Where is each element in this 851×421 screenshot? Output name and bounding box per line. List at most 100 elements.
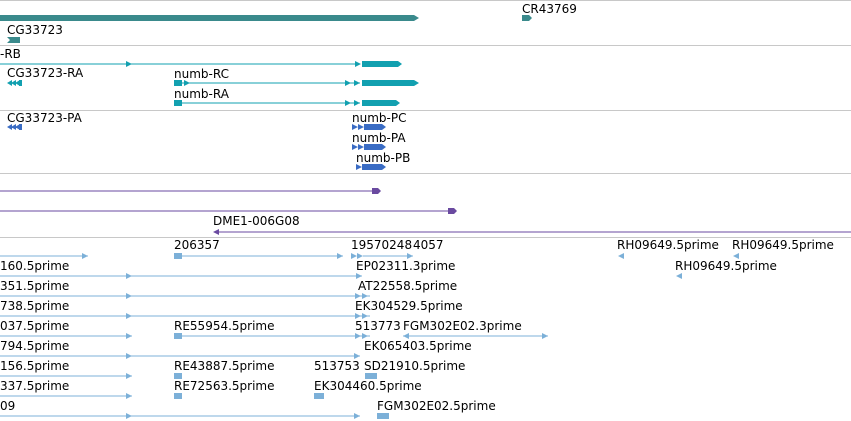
est-label[interactable]: 19570248: [351, 238, 412, 252]
est-label[interactable]: FGM302E02.5prime: [377, 399, 496, 413]
est-label[interactable]: RE43887.5prime: [174, 359, 275, 373]
est-feature[interactable]: [174, 373, 182, 379]
est-arrow: [407, 253, 413, 259]
est-arrow: [82, 253, 88, 259]
protein-label-numb-pc[interactable]: numb-PC: [352, 111, 406, 125]
est-feature[interactable]: [174, 253, 182, 259]
intron-arrow: [345, 100, 351, 106]
transcript-exon-cg33723-ra[interactable]: [7, 80, 22, 86]
est-feature[interactable]: [676, 273, 682, 279]
transcript-track: -RB CG33723-RA numb-RC numb-RA: [0, 47, 419, 106]
est-label[interactable]: 351.5prime: [0, 279, 69, 293]
est-label[interactable]: EK304460.5prime: [314, 379, 422, 393]
gene-track: CR43769 CG33723: [0, 2, 577, 43]
protein-label-numb-pb[interactable]: numb-PB: [356, 151, 410, 165]
protein-feature[interactable]: [352, 124, 364, 130]
gene-feature[interactable]: [0, 15, 419, 21]
clone-feature-start[interactable]: [213, 229, 219, 235]
est-label[interactable]: RH09649.5prime: [675, 259, 777, 273]
est-arrow: [355, 333, 368, 339]
transcript-exon[interactable]: [174, 80, 182, 86]
est-arrow: [355, 293, 368, 299]
est-feature[interactable]: [377, 413, 389, 419]
protein-label-cg33723-pa[interactable]: CG33723-PA: [7, 111, 83, 125]
est-feature[interactable]: [618, 253, 624, 259]
est-arrow: [337, 253, 343, 259]
est-arrow: [355, 313, 368, 319]
est-label[interactable]: RE72563.5prime: [174, 379, 275, 393]
transcript-exon[interactable]: [362, 80, 419, 86]
est-arrow: [126, 373, 132, 379]
est-label[interactable]: EK065403.5prime: [364, 339, 472, 353]
est-feature[interactable]: [733, 253, 739, 259]
est-feature[interactable]: [365, 373, 377, 379]
clone-label-dme1-006g08[interactable]: DME1-006G08: [213, 214, 300, 228]
intron-arrow: [126, 61, 132, 67]
est-label[interactable]: 4057: [413, 238, 444, 252]
est-label[interactable]: 206357: [174, 238, 220, 252]
intron-arrow: [345, 80, 351, 86]
protein-feature[interactable]: [362, 164, 386, 170]
est-track: 206357 19570248 4057 RH09649.5prime RH09…: [0, 238, 834, 419]
protein-label-numb-pa[interactable]: numb-PA: [352, 131, 406, 145]
est-label[interactable]: 337.5prime: [0, 379, 69, 393]
est-label[interactable]: 794.5prime: [0, 339, 69, 353]
est-label[interactable]: RE55954.5prime: [174, 319, 275, 333]
est-label[interactable]: 513773: [355, 319, 401, 333]
transcript-label-numb-ra[interactable]: numb-RA: [174, 87, 230, 101]
gene-feature-cg33723[interactable]: [7, 37, 20, 43]
est-label[interactable]: EP02311.3prime: [356, 259, 455, 273]
transcript-exon[interactable]: [174, 100, 182, 106]
est-label[interactable]: 738.5prime: [0, 299, 69, 313]
est-arrow: [354, 413, 360, 419]
protein-track: CG33723-PA numb-PC numb-PA numb-PB: [7, 111, 410, 170]
transcript-label-rb[interactable]: -RB: [0, 47, 21, 61]
est-arrow: [126, 353, 132, 359]
est-label[interactable]: FGM302E02.3prime: [403, 319, 522, 333]
est-arrow: [126, 333, 132, 339]
gene-label-cr43769[interactable]: CR43769: [522, 2, 577, 16]
transcript-exon[interactable]: [362, 100, 400, 106]
est-feature[interactable]: [351, 253, 363, 259]
protein-feature[interactable]: [356, 164, 362, 170]
gene-feature-cr43769[interactable]: [522, 15, 532, 21]
est-arrow: [126, 393, 132, 399]
gene-label-cg33723[interactable]: CG33723: [7, 23, 63, 37]
est-arrow: [403, 333, 409, 339]
transcript-label-numb-rc[interactable]: numb-RC: [174, 67, 229, 81]
est-label[interactable]: RH09649.5prime: [617, 238, 719, 252]
est-label[interactable]: 09: [0, 399, 15, 413]
est-arrow: [542, 333, 548, 339]
intron-arrow: [355, 61, 361, 67]
est-label[interactable]: EK304529.5prime: [355, 299, 463, 313]
est-label[interactable]: 037.5prime: [0, 319, 69, 333]
est-label[interactable]: 513753: [314, 359, 360, 373]
est-arrow: [126, 273, 132, 279]
est-label[interactable]: SD21910.5prime: [364, 359, 465, 373]
transcript-label-cg33723-ra[interactable]: CG33723-RA: [7, 66, 84, 80]
est-label[interactable]: RH09649.5prime: [732, 238, 834, 252]
clone-track: DME1-006G08: [0, 188, 851, 235]
est-arrow: [356, 273, 362, 279]
est-label[interactable]: AT22558.5prime: [358, 279, 457, 293]
est-label[interactable]: 160.5prime: [0, 259, 69, 273]
protein-feature[interactable]: [364, 124, 386, 130]
clone-feature-end[interactable]: [372, 188, 381, 194]
intron-arrow: [354, 100, 360, 106]
clone-feature-end[interactable]: [448, 208, 457, 214]
protein-feature-cg33723-pa[interactable]: [7, 124, 22, 130]
est-arrow: [126, 313, 132, 319]
est-feature[interactable]: [314, 393, 324, 399]
transcript-exon[interactable]: [362, 61, 402, 67]
est-feature[interactable]: [174, 393, 182, 399]
est-label[interactable]: 156.5prime: [0, 359, 69, 373]
intron-arrow: [354, 80, 360, 86]
est-arrow: [354, 353, 360, 359]
est-feature[interactable]: [174, 333, 182, 339]
protein-feature[interactable]: [352, 144, 364, 150]
intron-arrow: [184, 80, 190, 86]
protein-feature[interactable]: [364, 144, 386, 150]
est-arrow: [126, 293, 132, 299]
